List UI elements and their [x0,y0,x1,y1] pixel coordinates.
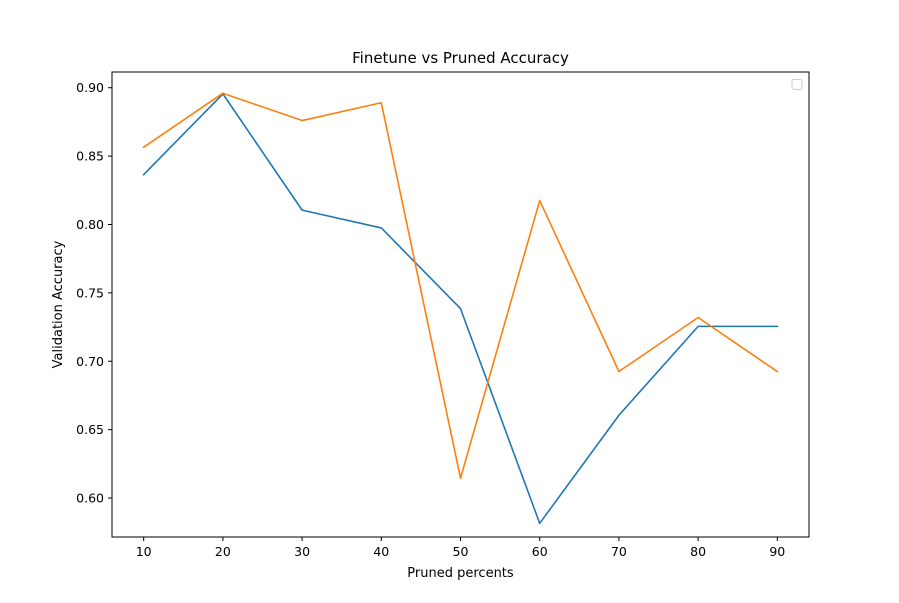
x-tick-label: 40 [373,544,389,559]
plot-frame [111,71,810,538]
x-axis-label: Pruned percents [407,566,514,581]
x-tick-label: 70 [611,544,627,559]
y-tick-label: 0.85 [76,149,104,164]
x-tick-label: 90 [769,544,785,559]
series-line-2 [142,92,779,479]
y-tick-label: 0.60 [76,491,104,506]
y-axis-label: Validation Accuracy [51,240,66,368]
legend-box [791,79,803,90]
plot-area [112,72,809,537]
y-tick-label: 0.80 [76,217,104,232]
y-tick-label: 0.90 [76,80,104,95]
y-tick-label: 0.65 [76,422,104,437]
x-tick-label: 80 [690,544,706,559]
x-axis-ticks: 10 20 30 40 50 60 70 80 90 [136,537,785,559]
x-tick-label: 20 [215,544,231,559]
series-lines [142,92,779,525]
y-tick-label: 0.70 [76,354,104,369]
y-axis-ticks: 0.60 0.65 0.70 0.75 0.80 0.85 0.90 [76,80,112,506]
legend [791,79,803,90]
x-tick-label: 50 [453,544,469,559]
y-tick-label: 0.75 [76,285,104,300]
x-tick-label: 30 [294,544,310,559]
x-tick-label: 10 [136,544,152,559]
x-tick-label: 60 [532,544,548,559]
chart-title: Finetune vs Pruned Accuracy [352,49,569,67]
series-line-1 [142,93,779,525]
